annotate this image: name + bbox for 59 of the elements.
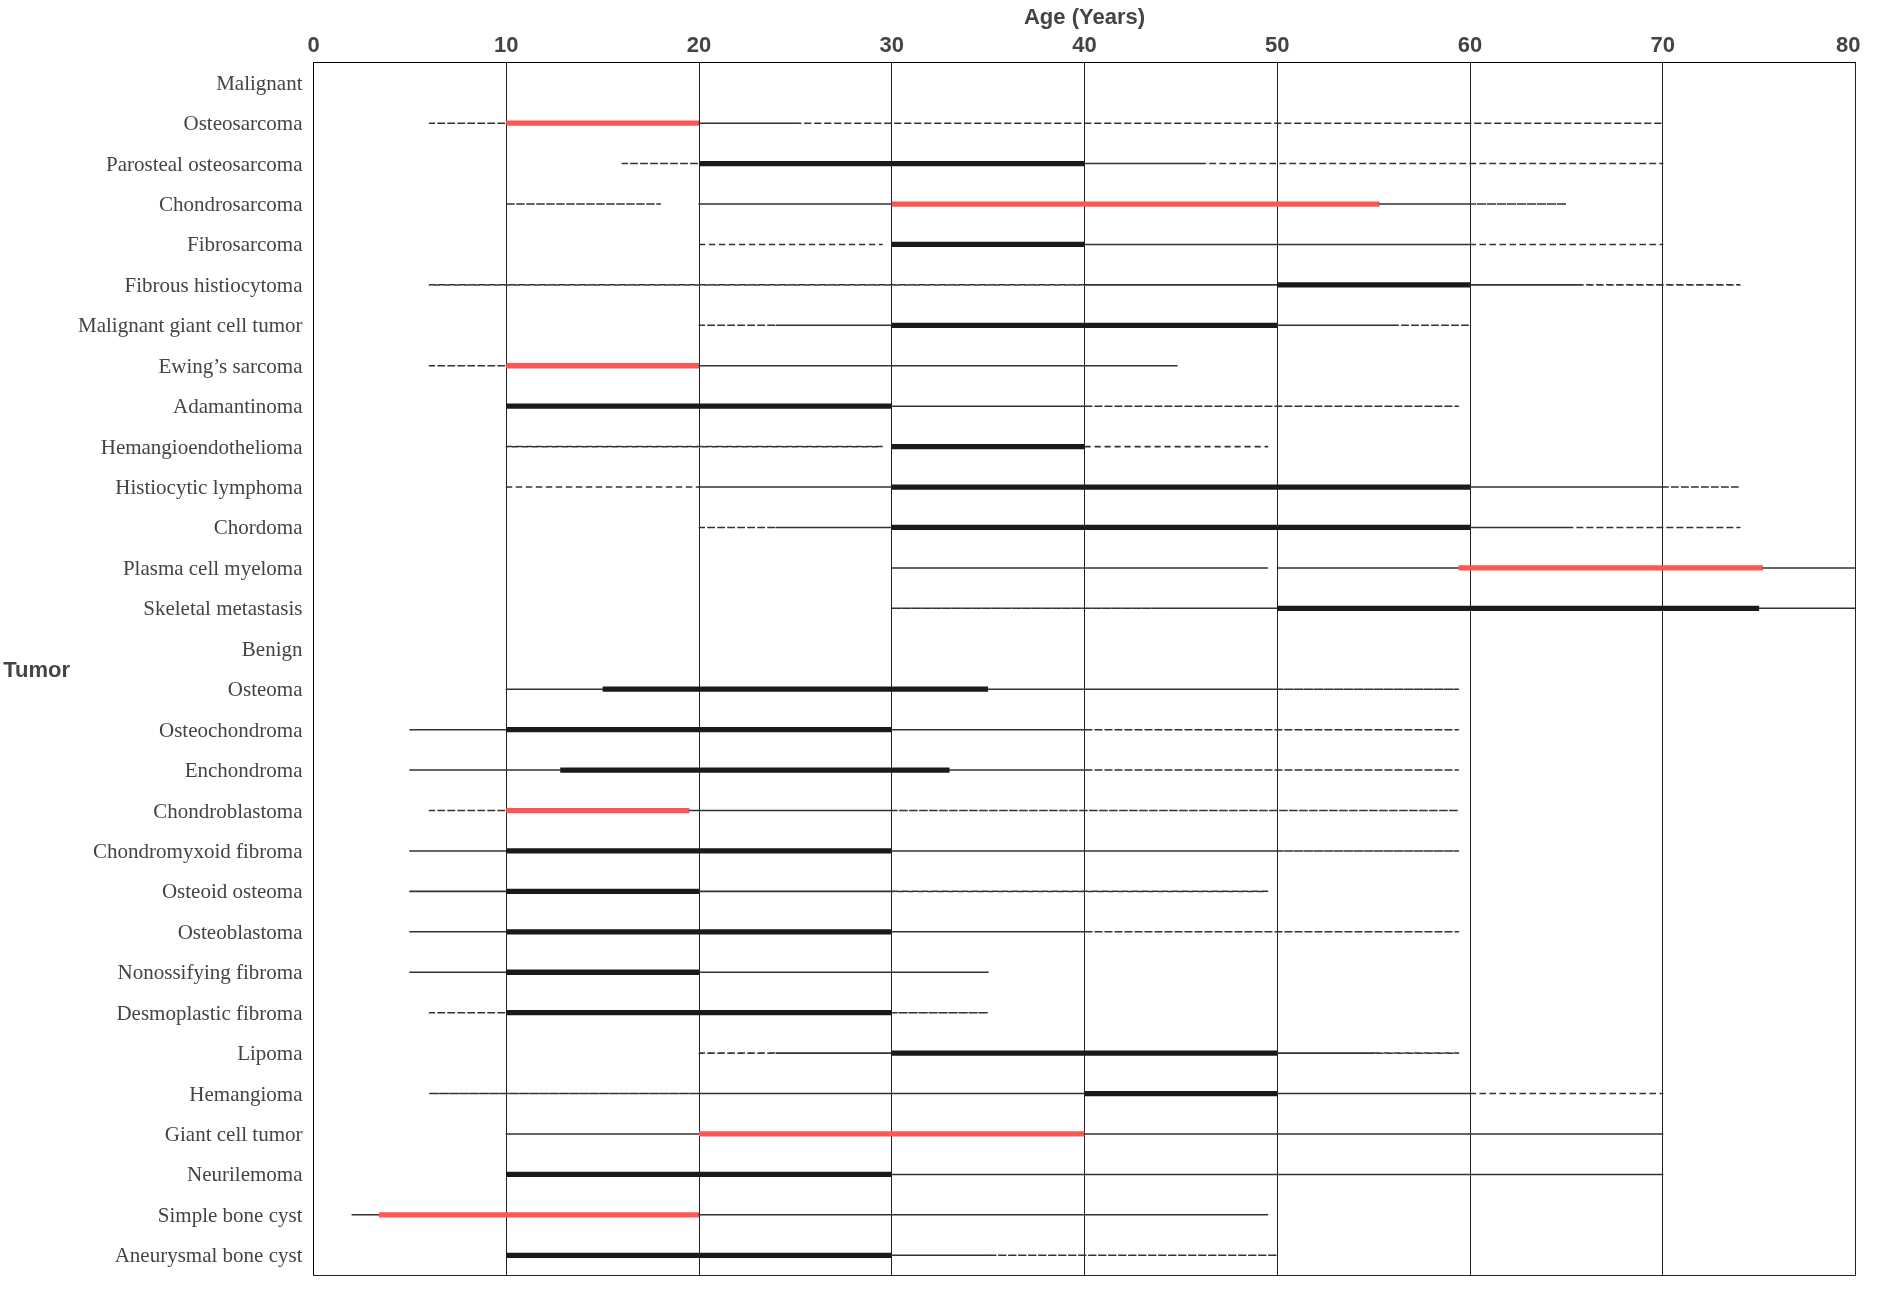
y-tick-label: Enchondroma bbox=[184, 758, 304, 783]
bar bbox=[891, 201, 1380, 207]
bar bbox=[1084, 1090, 1278, 1097]
y-tick-label: Chordoma bbox=[213, 515, 304, 540]
bar bbox=[602, 686, 989, 692]
bar bbox=[1277, 282, 1470, 288]
y-tick-label: Lipoma bbox=[237, 1041, 304, 1066]
x-tick-label: 10 bbox=[494, 31, 519, 57]
y-tick-label: Histiocytic lymphoma bbox=[115, 475, 304, 500]
x-tick-label: 20 bbox=[686, 31, 712, 57]
y-tick-label: Osteochondroma bbox=[159, 717, 304, 742]
y-tick-label: Skeletal metastasis bbox=[143, 596, 303, 621]
bar bbox=[891, 322, 1278, 328]
x-axis-title: Age (Years) bbox=[1023, 3, 1146, 29]
y-tick-label: Simple bone cyst bbox=[157, 1202, 303, 1227]
y-tick-label: Fibrosarcoma bbox=[187, 232, 304, 257]
y-tick-label: Benign bbox=[241, 636, 303, 661]
y-tick-label: Adamantinoma bbox=[173, 394, 304, 419]
x-tick-label: 60 bbox=[1457, 31, 1483, 57]
y-tick-label: Parosteal osteosarcoma bbox=[105, 151, 304, 176]
bar bbox=[379, 1212, 699, 1218]
y-tick-label: Chondroblastoma bbox=[153, 798, 304, 823]
x-tick-label: 40 bbox=[1072, 31, 1097, 57]
y-tick-label: Malignant giant cell tumor bbox=[77, 313, 303, 338]
bar bbox=[1458, 565, 1763, 571]
y-tick-label: Nonossifying fibroma bbox=[117, 960, 304, 985]
y-tick-label: Giant cell tumor bbox=[164, 1121, 303, 1146]
y-tick-label: Osteoma bbox=[227, 677, 304, 702]
bar bbox=[891, 241, 1085, 248]
bar bbox=[506, 120, 699, 126]
x-tick-label: 30 bbox=[879, 31, 904, 57]
y-tick-label: Osteoid osteoma bbox=[161, 879, 304, 904]
x-tick-label: 0 bbox=[307, 31, 320, 57]
y-tick-label: Ewing’s sarcoma bbox=[158, 353, 304, 378]
bar bbox=[891, 524, 1470, 531]
bar bbox=[506, 807, 690, 814]
bar bbox=[891, 443, 1085, 450]
bar bbox=[699, 1131, 1085, 1137]
y-tick-label: Aneurysmal bone cyst bbox=[114, 1243, 303, 1268]
y-tick-label: Fibrous histiocytoma bbox=[124, 272, 304, 297]
y-tick-label: Chondrosarcoma bbox=[159, 192, 304, 217]
bar bbox=[506, 363, 699, 369]
y-axis-title: Tumor bbox=[3, 656, 71, 682]
y-tick-label: Desmoplastic fibroma bbox=[116, 1000, 304, 1025]
y-tick-label: Osteosarcoma bbox=[183, 111, 304, 136]
x-tick-label: 50 bbox=[1265, 31, 1290, 57]
bar bbox=[891, 484, 1470, 490]
bar bbox=[699, 160, 1085, 167]
bar bbox=[560, 767, 950, 773]
x-tick-label: 80 bbox=[1836, 31, 1861, 57]
x-tick-label: 70 bbox=[1650, 31, 1675, 57]
y-tick-label: Hemangioendothelioma bbox=[100, 434, 304, 459]
y-tick-label: Neurilemoma bbox=[187, 1162, 304, 1187]
y-tick-label: Malignant bbox=[216, 70, 303, 95]
y-tick-label: Plasma cell myeloma bbox=[122, 555, 304, 580]
bar bbox=[891, 1050, 1278, 1056]
y-tick-label: Chondromyxoid fibroma bbox=[93, 838, 304, 863]
y-tick-label: Osteoblastoma bbox=[177, 919, 304, 944]
y-tick-label: Hemangioma bbox=[189, 1081, 304, 1106]
